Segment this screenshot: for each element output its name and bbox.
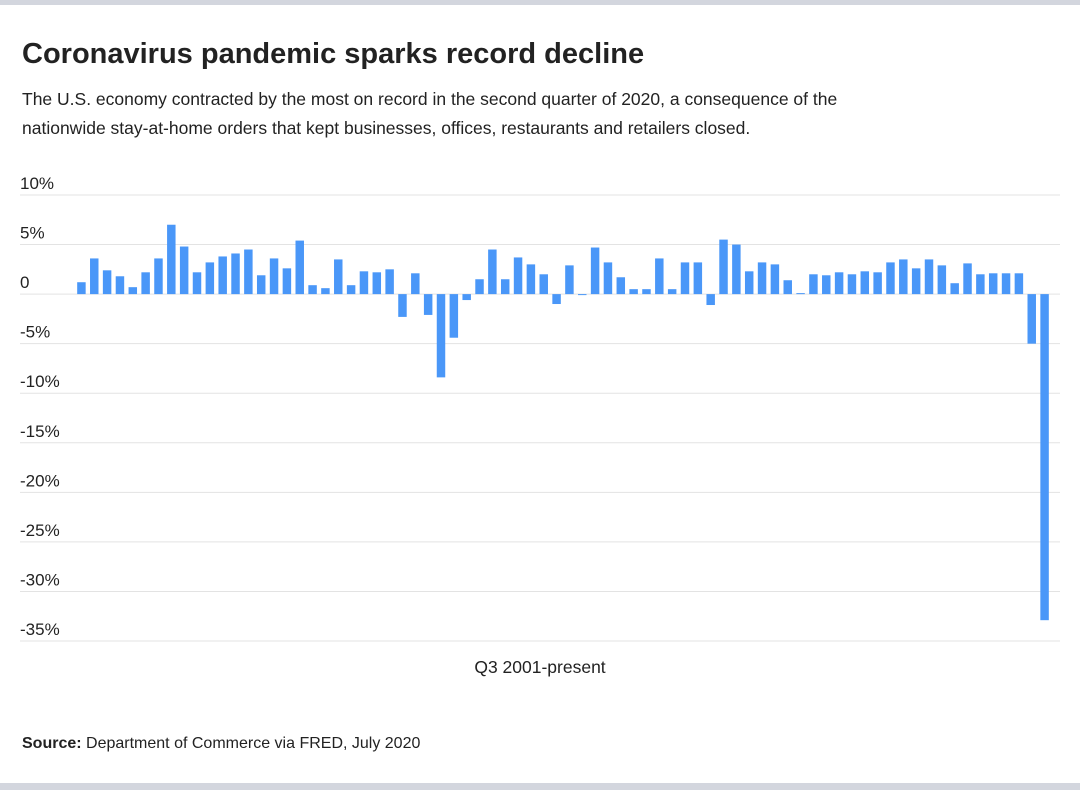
chart-title: Coronavirus pandemic sparks record decli… <box>22 38 644 70</box>
bar <box>385 269 394 295</box>
bar <box>629 289 638 295</box>
bar <box>179 246 189 295</box>
source-text: Department of Commerce via FRED, July 20… <box>86 735 420 752</box>
bar <box>205 262 215 295</box>
bar <box>334 259 343 295</box>
bar <box>1014 273 1024 295</box>
bar <box>757 262 767 295</box>
y-tick-label: -10% <box>20 372 60 391</box>
bar <box>436 294 446 378</box>
bar <box>924 259 934 295</box>
bar <box>834 272 844 295</box>
bar <box>115 276 125 295</box>
y-tick-label: -25% <box>20 521 60 540</box>
bar <box>693 262 703 295</box>
bar <box>128 287 138 295</box>
bar <box>411 273 420 295</box>
bar <box>231 253 240 295</box>
bar <box>488 249 497 295</box>
bar <box>603 262 613 295</box>
bar <box>552 294 561 305</box>
bar <box>732 244 741 295</box>
bar <box>770 264 780 295</box>
bar <box>680 262 690 295</box>
bar <box>744 271 754 295</box>
bar <box>398 294 407 317</box>
bar <box>77 282 86 295</box>
bar <box>590 247 600 295</box>
bar <box>192 272 202 295</box>
source: Source: Department of Commerce via FRED,… <box>22 735 420 752</box>
bar <box>796 293 805 295</box>
bar <box>886 262 895 295</box>
bar <box>449 294 459 338</box>
bar <box>1027 294 1036 344</box>
bar <box>706 294 715 306</box>
bar <box>860 271 870 295</box>
bar <box>642 289 651 295</box>
bar <box>256 275 266 295</box>
bar <box>282 268 292 295</box>
bar <box>462 294 471 301</box>
bar <box>822 275 831 295</box>
bar <box>167 224 176 295</box>
bar <box>295 240 304 295</box>
bar <box>539 274 548 295</box>
y-tick-label: -15% <box>20 422 60 441</box>
bar <box>719 239 728 295</box>
bar <box>578 294 587 296</box>
y-tick-label: 10% <box>20 174 54 193</box>
bar <box>90 258 99 295</box>
bar <box>218 256 227 295</box>
bar <box>1001 273 1011 295</box>
bar <box>359 271 369 295</box>
bar <box>346 285 356 295</box>
bar <box>899 259 908 295</box>
bar <box>1040 294 1049 621</box>
bar <box>783 280 792 295</box>
subtitle: The U.S. economy contracted by the most … <box>22 89 837 109</box>
bar <box>809 274 818 295</box>
y-tick-label: 5% <box>20 224 45 243</box>
y-tick-label: -20% <box>20 471 60 490</box>
bar <box>873 272 882 295</box>
bottom-border <box>0 783 1080 790</box>
top-border <box>0 0 1080 5</box>
y-tick-label: -5% <box>20 323 50 342</box>
y-tick-label: -35% <box>20 620 60 639</box>
bar <box>321 288 330 295</box>
bar <box>141 272 150 295</box>
subtitle: nationwide stay-at-home orders that kept… <box>22 118 750 138</box>
bar <box>372 272 382 295</box>
bar <box>475 279 484 295</box>
source-label: Source: <box>22 735 82 752</box>
bar <box>616 277 626 295</box>
bar <box>565 265 574 295</box>
bar <box>154 258 163 295</box>
bar <box>102 270 112 295</box>
bar <box>423 294 433 315</box>
bar <box>244 249 253 295</box>
bar <box>513 257 523 295</box>
bar <box>988 273 998 295</box>
bar <box>950 283 959 295</box>
y-tick-label: 0 <box>20 273 29 292</box>
bar <box>667 289 677 295</box>
bar <box>269 258 279 295</box>
bar <box>976 274 985 295</box>
y-tick-label: -30% <box>20 570 60 589</box>
bar <box>937 265 947 295</box>
bar <box>655 258 664 295</box>
bar <box>963 263 972 295</box>
x-axis-label: Q3 2001-present <box>474 657 605 677</box>
bar <box>308 285 317 295</box>
bar <box>911 268 921 295</box>
bar <box>847 274 857 295</box>
bar <box>500 279 510 295</box>
bar <box>526 264 536 295</box>
